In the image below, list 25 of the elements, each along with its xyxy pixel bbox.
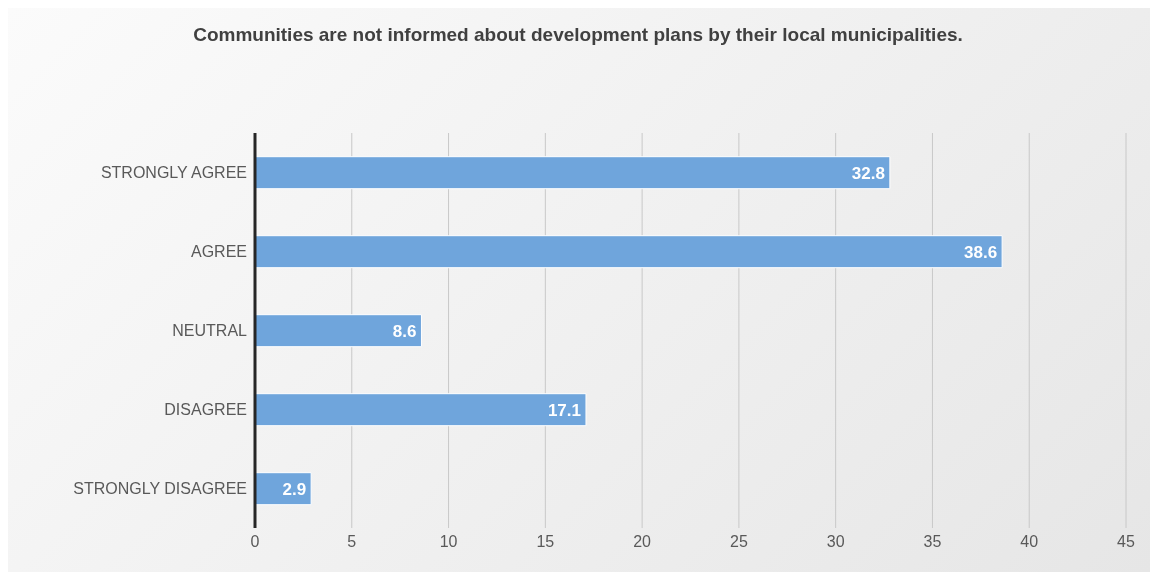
y-tick-label: STRONGLY AGREE xyxy=(100,164,247,182)
y-tick-label: NEUTRAL xyxy=(172,322,248,340)
bar xyxy=(255,314,422,348)
x-tick-label: 20 xyxy=(633,533,652,551)
x-tick-label: 45 xyxy=(1117,533,1135,551)
x-tick-label: 0 xyxy=(250,533,260,551)
bar xyxy=(255,235,1003,269)
x-tick-label: 10 xyxy=(439,533,458,551)
y-tick-label: AGREE xyxy=(190,243,247,261)
data-label: 2.9 xyxy=(282,479,307,499)
x-tick-label: 30 xyxy=(826,533,845,551)
x-tick-label: 15 xyxy=(536,533,555,551)
bar xyxy=(255,393,587,427)
data-label: 32.8 xyxy=(851,163,885,183)
data-label: 38.6 xyxy=(964,242,998,262)
data-label: 17.1 xyxy=(547,400,581,420)
y-tick-label: DISAGREE xyxy=(164,401,247,419)
x-tick-label: 5 xyxy=(347,533,357,551)
chart-title: Communities are not informed about development plans by their local municipalities. xyxy=(192,23,964,47)
data-label: 8.6 xyxy=(392,321,417,341)
x-tick-label: 35 xyxy=(923,533,942,551)
x-tick-label: 25 xyxy=(729,533,748,551)
bar xyxy=(255,156,891,190)
x-tick-label: 40 xyxy=(1020,533,1039,551)
y-tick-label: STRONGLY DISAGREE xyxy=(73,480,247,498)
